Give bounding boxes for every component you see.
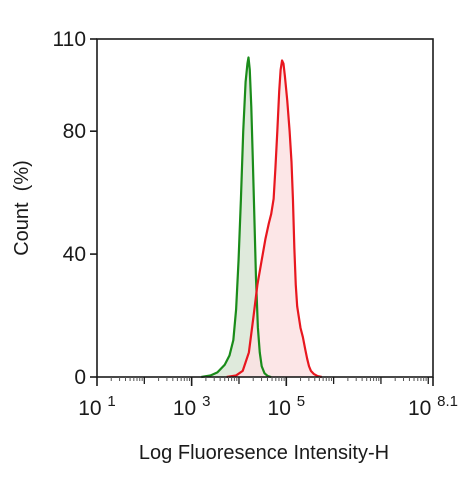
plot-border <box>96 38 434 378</box>
y-tick-label: 80 <box>63 120 86 143</box>
y-tick-label: 0 <box>74 366 86 389</box>
x-axis-title: Log Fluoresence Intensity-H <box>139 442 389 464</box>
x-axis-ticks: 10 1 10 3 10 5 10 8.1 <box>78 377 458 420</box>
plot-frame <box>96 38 434 378</box>
x-tick-base: 10 <box>268 397 297 420</box>
series-2-area <box>226 60 322 377</box>
x-tick-exponent: 1 <box>107 393 115 410</box>
x-tick-exponent: 8.1 <box>437 393 458 410</box>
x-tick-label: 10 8.1 <box>408 393 458 420</box>
x-tick-label: 10 1 <box>78 393 116 420</box>
series-1-area <box>201 57 272 377</box>
x-tick-exponent: 5 <box>297 393 305 410</box>
x-tick-label: 10 3 <box>173 393 211 420</box>
x-tick-base: 10 <box>173 397 202 420</box>
series-1-line <box>201 56 272 379</box>
y-axis-title: Count (%) <box>11 160 33 256</box>
series-2-line <box>226 59 323 379</box>
x-tick-base: 10 <box>408 397 437 420</box>
y-tick-label: 110 <box>53 28 86 51</box>
x-tick-base: 10 <box>78 397 107 420</box>
x-tick-label: 10 5 <box>268 393 306 420</box>
x-tick-exponent: 3 <box>202 393 210 410</box>
y-tick-label: 40 <box>63 243 86 266</box>
y-axis-ticks: 0 40 80 110 <box>53 28 97 389</box>
series-layer <box>201 56 323 379</box>
